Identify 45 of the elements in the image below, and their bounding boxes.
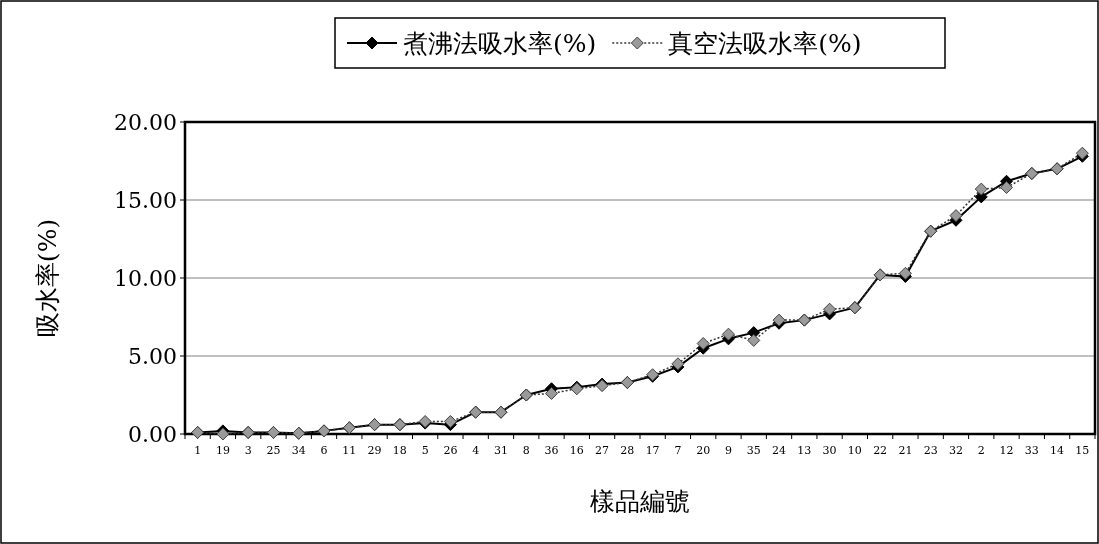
x-axis-title: 樣品編號 [590, 487, 690, 516]
x-tick-label: 14 [1050, 444, 1065, 457]
x-tick-label: 1 [194, 444, 202, 457]
x-tick-label: 30 [822, 444, 837, 457]
x-tick-label: 9 [724, 444, 732, 457]
x-tick-label: 24 [772, 444, 787, 457]
x-tick-label: 5 [421, 444, 429, 457]
x-tick-label: 31 [493, 444, 508, 457]
x-tick-label: 21 [898, 444, 913, 457]
x-tick-label: 7 [674, 444, 682, 457]
x-tick-label: 35 [746, 444, 761, 457]
x-tick-label: 20 [696, 444, 711, 457]
x-tick-label: 33 [1024, 444, 1039, 457]
legend-label: 真空法吸水率(%) [668, 29, 862, 58]
x-tick-label: 25 [266, 444, 281, 457]
x-tick-label: 16 [569, 444, 584, 457]
x-tick-label: 3 [244, 444, 252, 457]
x-tick-label: 8 [522, 444, 530, 457]
x-tick-label: 13 [797, 444, 812, 457]
x-tick-label: 19 [215, 444, 230, 457]
x-tick-label: 29 [367, 444, 382, 457]
x-tick-label: 17 [645, 444, 660, 457]
x-tick-label: 32 [948, 444, 963, 457]
x-tick-label: 6 [320, 444, 328, 457]
x-tick-label: 23 [923, 444, 938, 457]
x-tick-label: 15 [1075, 444, 1090, 457]
y-axis-title: 吸水率(%) [33, 218, 62, 338]
x-tick-label: 2 [977, 444, 985, 457]
x-tick-label: 18 [392, 444, 407, 457]
y-tick-label: 5.00 [128, 344, 177, 369]
y-tick-label: 20.00 [114, 110, 177, 135]
x-tick-label: 28 [620, 444, 635, 457]
y-tick-label: 10.00 [114, 266, 177, 291]
y-tick-label: 15.00 [114, 188, 177, 213]
legend-label: 煮沸法吸水率(%) [403, 29, 597, 58]
x-tick-label: 36 [544, 444, 559, 457]
x-tick-label: 26 [443, 444, 458, 457]
x-tick-label: 27 [595, 444, 610, 457]
x-tick-label: 10 [847, 444, 862, 457]
y-tick-label: 0.00 [128, 422, 177, 447]
x-tick-label: 22 [873, 444, 888, 457]
x-tick-label: 34 [291, 444, 306, 457]
x-tick-label: 12 [999, 444, 1014, 457]
x-tick-label: 11 [342, 444, 357, 457]
x-tick-label: 4 [472, 444, 480, 457]
